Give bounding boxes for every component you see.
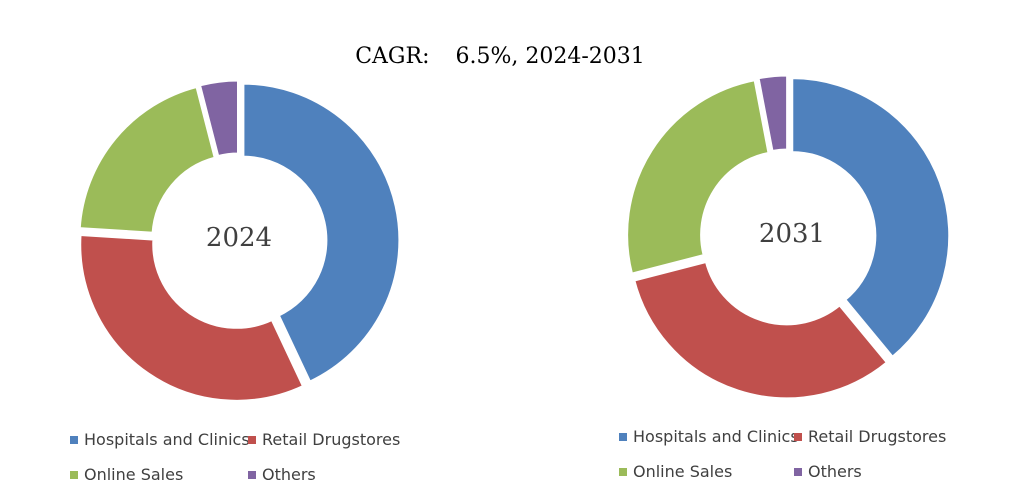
legend-label: Retail Drugstores	[262, 430, 401, 449]
cagr-value: 6.5%, 2024-2031	[455, 44, 645, 69]
legend-item-others: Others	[794, 462, 862, 481]
legend-item-retail: Retail Drugstores	[248, 430, 400, 449]
donut-slice-2024-retail-drugstores	[78, 232, 306, 403]
legend-label: Others	[262, 465, 316, 484]
legend-item-online: Online Sales	[70, 465, 183, 484]
legend-item-others: Others	[248, 465, 316, 484]
donut-slice-2024-others	[197, 78, 240, 159]
donut-slice-2031-others	[756, 73, 790, 154]
donut-slice-2031-hospitals-and-clinics	[790, 76, 952, 360]
legend-item-hospitals: Hospitals and Clinics	[619, 427, 799, 446]
legend-label: Hospitals and Clinics	[633, 427, 799, 446]
donut-chart-2024: 2024	[77, 78, 402, 403]
legend-swatch	[248, 470, 256, 479]
legend-swatch	[794, 467, 802, 476]
donut-center-label-2031: 2031	[759, 219, 825, 249]
donut-center-label-2024: 2024	[206, 223, 272, 253]
cagr-label: CAGR:	[355, 44, 430, 69]
legend-label: Retail Drugstores	[808, 427, 947, 446]
chart-title: CAGR: 6.5%, 2024-2031	[0, 44, 1000, 69]
legend-swatch	[70, 470, 78, 479]
donut-slice-2031-online-sales	[625, 77, 771, 276]
donut-slice-2024-online-sales	[77, 84, 218, 235]
legend-swatch	[619, 432, 627, 441]
legend-item-retail: Retail Drugstores	[794, 427, 946, 446]
legend-label: Online Sales	[84, 465, 184, 484]
legend-swatch	[70, 435, 78, 444]
legend-swatch	[619, 467, 627, 476]
legend-item-hospitals: Hospitals and Clinics	[70, 430, 250, 449]
legend-item-online: Online Sales	[619, 462, 732, 481]
legend-swatch	[794, 432, 802, 441]
legend-label: Hospitals and Clinics	[84, 430, 250, 449]
donut-slice-2031-retail-drugstores	[631, 259, 890, 401]
donut-slice-2024-hospitals-and-clinics	[241, 81, 402, 385]
legend-label: Online Sales	[633, 462, 733, 481]
legend-label: Others	[808, 462, 862, 481]
donut-chart-2031: 2031	[625, 73, 952, 401]
legend-swatch	[248, 435, 256, 444]
